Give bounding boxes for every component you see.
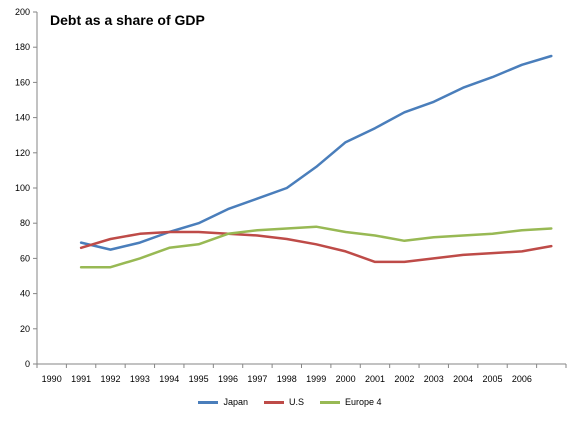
y-tick-label: 0 — [25, 359, 30, 369]
legend-item: Japan — [198, 397, 248, 407]
legend-label: Japan — [223, 397, 248, 407]
x-tick-label: 1997 — [247, 374, 267, 384]
legend-label: Europe 4 — [345, 397, 382, 407]
y-tick-label: 60 — [20, 253, 30, 263]
x-tick-label: 2002 — [394, 374, 414, 384]
chart-title: Debt as a share of GDP — [50, 12, 205, 28]
x-tick-label: 2004 — [453, 374, 473, 384]
legend-swatch — [198, 400, 219, 404]
x-tick-label: 2006 — [512, 374, 532, 384]
x-tick-label: 2003 — [424, 374, 444, 384]
x-tick-label: 2001 — [365, 374, 385, 384]
legend-item: U.S — [263, 397, 304, 407]
y-tick-label: 20 — [20, 324, 30, 334]
x-tick-label: 1995 — [189, 374, 209, 384]
x-tick-label: 1999 — [306, 374, 326, 384]
legend-swatch — [320, 400, 340, 404]
x-tick-label: 1992 — [100, 374, 120, 384]
series-line-u-s — [79, 230, 553, 264]
x-tick-label: 1991 — [71, 374, 91, 384]
y-tick-label: 200 — [15, 7, 30, 17]
series-line-europe-4 — [79, 225, 553, 269]
x-tick-label: 1996 — [218, 374, 238, 384]
x-tick-label: 2005 — [483, 374, 503, 384]
legend-label: U.S — [288, 397, 304, 407]
legend-item: Europe 4 — [320, 397, 382, 407]
x-tick-label: 1990 — [42, 374, 62, 384]
chart-legend: Japan U.S Europe 4 — [0, 397, 580, 407]
y-tick-label: 180 — [15, 42, 30, 52]
x-tick-label: 2000 — [336, 374, 356, 384]
y-tick-label: 100 — [15, 183, 30, 193]
y-tick-label: 120 — [15, 148, 30, 158]
x-tick-label: 1993 — [130, 374, 150, 384]
y-tick-label: 160 — [15, 77, 30, 87]
y-tick-label: 80 — [20, 218, 30, 228]
x-tick-label: 1994 — [159, 374, 179, 384]
y-tick-label: 40 — [20, 289, 30, 299]
x-tick-label: 1998 — [277, 374, 297, 384]
series-line-japan — [79, 54, 553, 251]
y-tick-label: 140 — [15, 113, 30, 123]
legend-swatch — [263, 400, 284, 404]
